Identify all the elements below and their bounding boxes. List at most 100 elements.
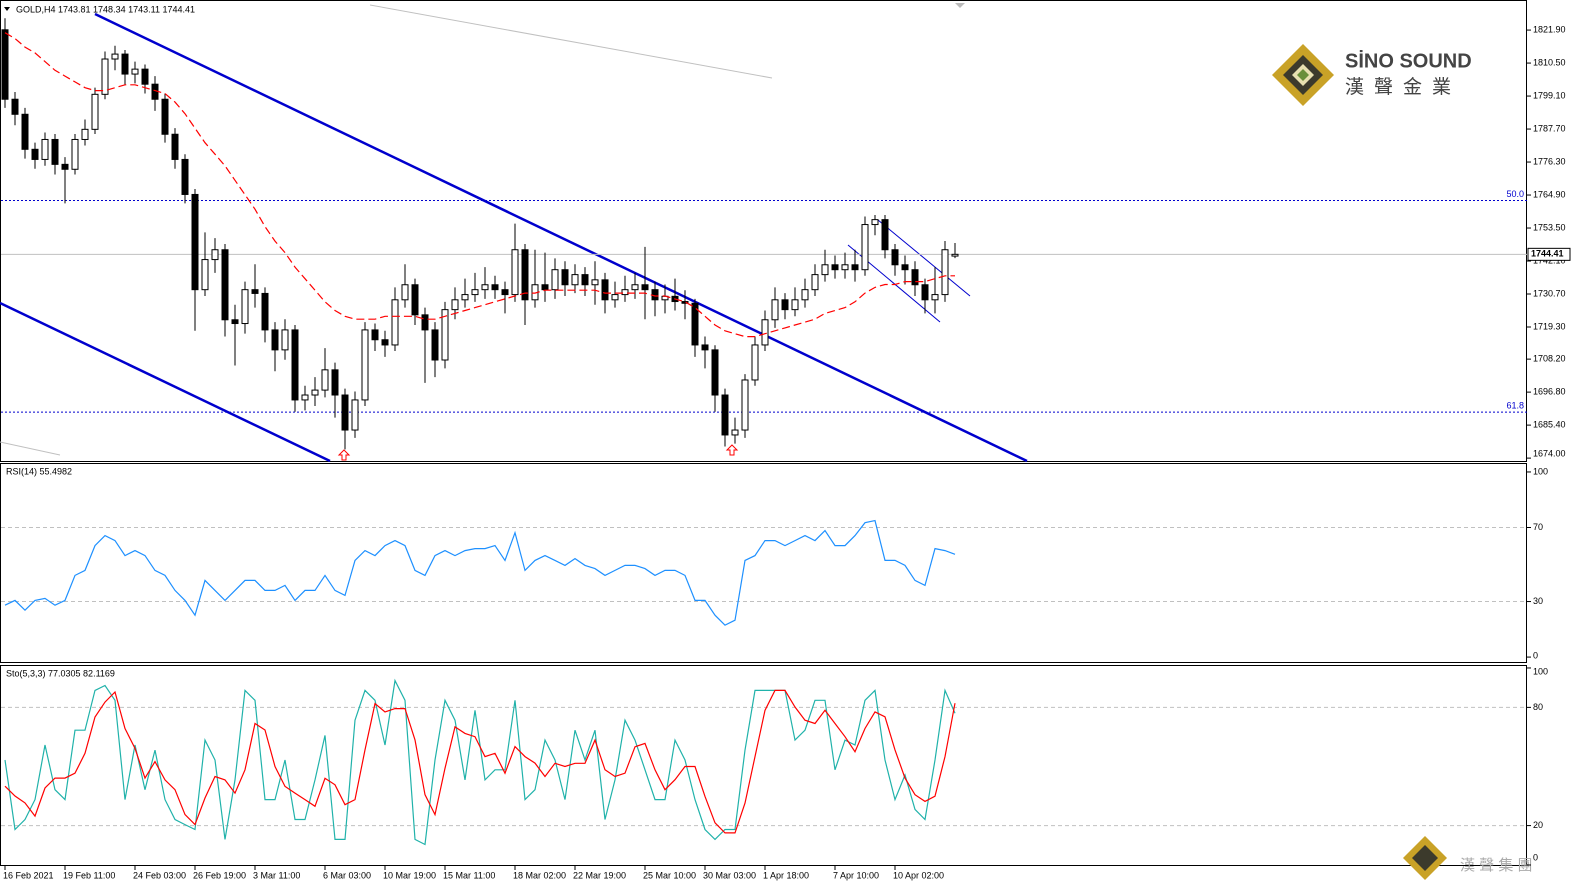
candle-body [461,294,469,301]
candle-body [871,219,879,226]
x-tick-label: 15 Mar 11:00 [443,870,495,880]
x-tick-label: 24 Feb 03:00 [133,870,186,880]
candle-body [71,138,79,170]
candle-body [161,98,169,135]
y-tick-label: 1719.30 [1533,321,1566,331]
candle-body [911,269,919,286]
x-tick-label: 6 Mar 03:00 [323,870,371,880]
x-tick-label: 10 Apr 02:00 [893,870,944,880]
y-tick-label: 0 [1533,852,1538,862]
candle-body [291,329,299,401]
y-tick-label: 30 [1533,596,1543,606]
indicator-line [4,678,956,846]
candle-body [91,93,99,130]
candle-body [541,284,549,291]
candle-body [581,274,589,286]
gray-trendline [0,441,61,456]
candle-body [271,329,279,351]
candle-body [791,299,799,311]
candle-body [201,259,209,291]
y-tick-label: 1776.30 [1533,156,1566,166]
y-tick-label: 100 [1533,466,1548,476]
y-tick-label: 0 [1533,650,1538,660]
candle-body [601,279,609,301]
candle-body [451,299,459,311]
candle-body [141,68,149,85]
candle-body [631,284,639,291]
main-pane-frame [0,0,1527,462]
gray-trendline [369,4,773,79]
x-tick-label: 16 Feb 2021 [3,870,54,880]
pane-title: Sto(5,3,3) 77.0305 82.1169 [6,668,115,678]
candle-body [881,219,889,251]
candle-body [171,133,179,160]
candle-body [741,379,749,431]
y-tick-label: 100 [1533,666,1548,676]
x-tick-label: 10 Mar 19:00 [383,870,436,880]
candle-body [901,264,909,271]
candle-body [261,292,269,331]
candle-body [411,284,419,316]
candle-body [211,249,219,261]
channel-upper [94,12,1028,463]
candle-body [571,274,579,286]
logo-name: SİNO SOUND [1345,49,1472,72]
candle-body [521,249,529,301]
candle-body [31,148,39,160]
candle-body [351,399,359,431]
x-tick-label: 1 Apr 18:00 [763,870,809,880]
stoch-pane-frame [0,665,1527,866]
fib-level-label: 50.0 [1506,189,1524,199]
candle-body [781,299,789,311]
candle-body [321,369,329,391]
candle-body [371,329,379,341]
y-tick-label: 70 [1533,522,1543,532]
candle-body [551,269,559,291]
last-price-label: 1744.41 [1531,249,1564,259]
candle-body [761,319,769,346]
candle-body [701,344,709,351]
x-tick-label: 26 Feb 19:00 [193,870,246,880]
candle-body [861,224,869,271]
candle-body [51,138,59,165]
candle-body [751,344,759,381]
x-tick-label: 22 Mar 19:00 [573,870,626,880]
candle-body [361,329,369,401]
candle-body [241,289,249,325]
y-tick-label: 1821.90 [1533,24,1566,34]
candle-body [301,394,309,401]
candle-body [121,53,129,75]
candle-body [721,394,729,436]
candle-body [771,299,779,321]
shift-marker [955,3,965,8]
y-tick-label: 1787.70 [1533,123,1566,133]
indicator-line [4,689,956,834]
x-tick-label: 19 Feb 11:00 [63,870,115,880]
footer-logo-text: 漢 聲 集 團 [1460,857,1533,874]
x-tick-label: 7 Apr 10:00 [833,870,879,880]
logo-diamond-center [1297,69,1309,81]
menu-arrow[interactable] [4,7,10,11]
candle-body [641,284,649,291]
candle-body [381,339,389,346]
logo: SİNO SOUND 漢聲金業 漢 聲 集 團 [1272,44,1533,880]
candle-body [471,289,479,296]
candle-body [821,264,829,276]
y-tick-label: 1799.10 [1533,90,1566,100]
y-tick-label: 20 [1533,820,1543,830]
candle-body [651,289,659,301]
candle-body [611,294,619,301]
candle-body [681,301,689,304]
indicator-line [4,519,956,626]
candle-body [491,284,499,291]
up-arrow [725,444,739,456]
candle-body [401,284,409,301]
candle-body [511,249,519,296]
candle-body [311,389,319,396]
candle-body [181,158,189,195]
y-tick-label: 1753.50 [1533,222,1566,232]
candle-body [441,309,449,361]
pane-title: GOLD,H4 1743.81 1748.34 1743.11 1744.41 [16,4,195,14]
moving-average [4,32,955,338]
y-tick-label: 80 [1533,702,1543,712]
